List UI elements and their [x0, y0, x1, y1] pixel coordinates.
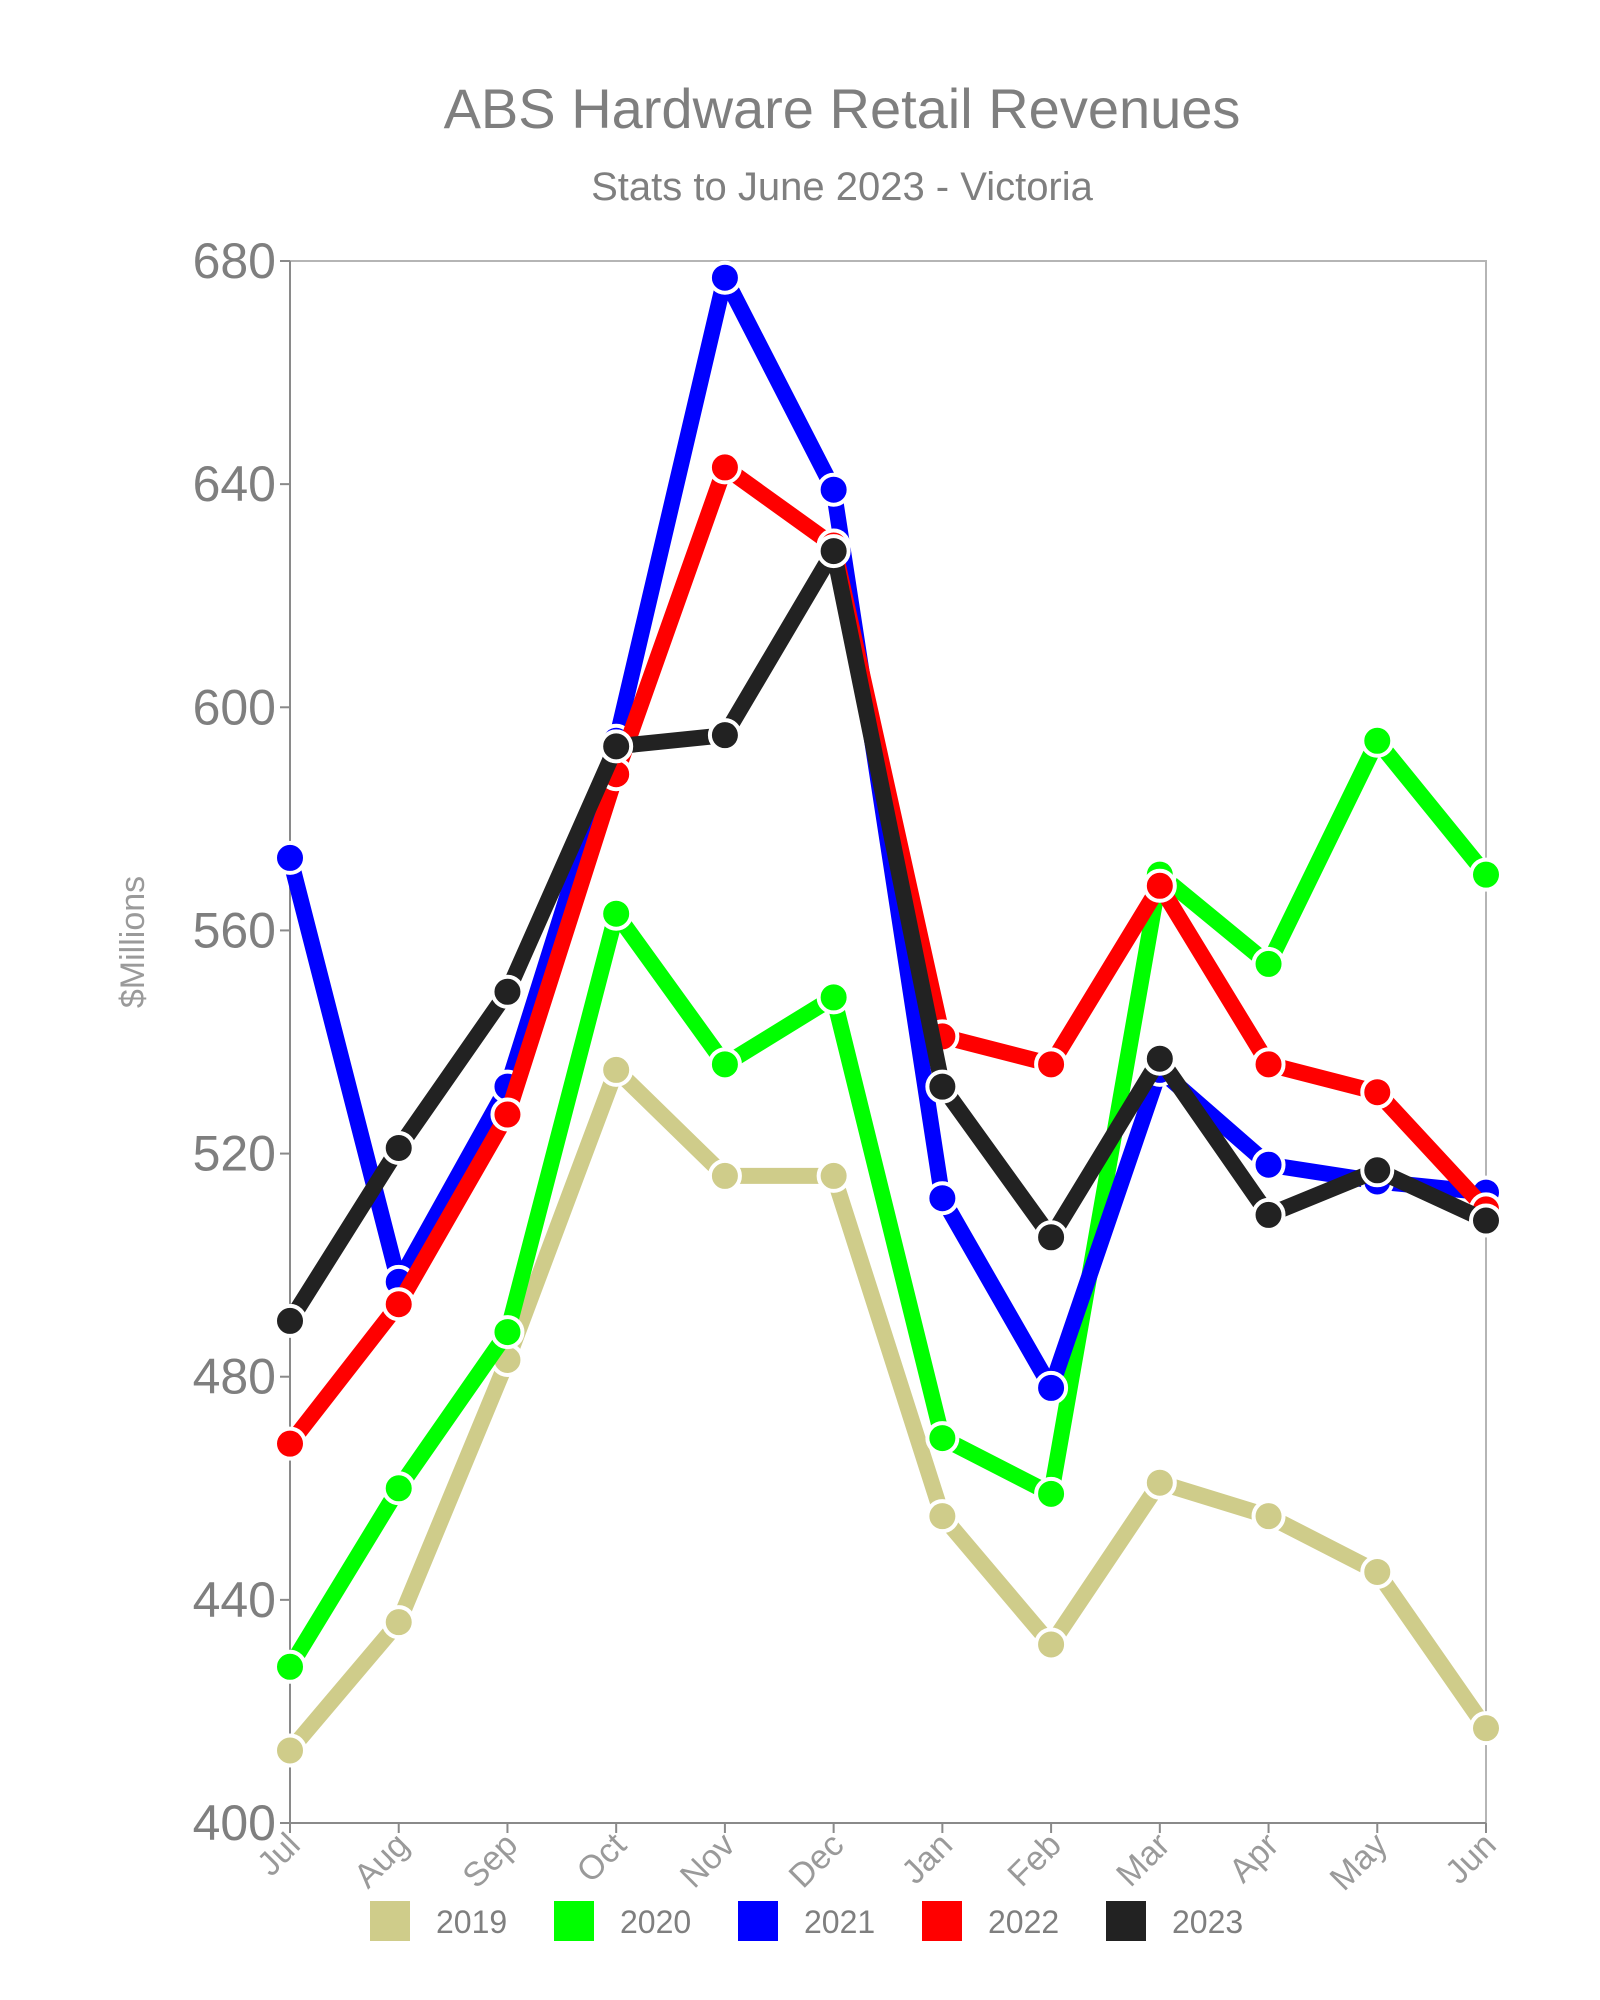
data-point-2019-May [1360, 1554, 1395, 1589]
data-point-2019-Dec [816, 1158, 851, 1193]
x-tick-label: Dec [782, 1826, 852, 1896]
x-tick-label: Oct [570, 1825, 635, 1890]
data-point-2019-Mar [1142, 1465, 1177, 1500]
data-point-2023-Oct [599, 729, 634, 764]
series-line-2023 [282, 543, 1494, 1329]
series-2023 [273, 534, 1503, 1338]
data-point-2019-Aug [381, 1605, 416, 1640]
data-point-2021-Jan [925, 1181, 960, 1216]
data-point-2022-Mar [1142, 868, 1177, 903]
data-point-2023-Apr [1251, 1197, 1286, 1232]
y-tick-label: 680 [193, 233, 276, 289]
y-tick-label: 560 [193, 902, 276, 958]
legend: 2019 2020 2021 2022 2023 [370, 1901, 1243, 1941]
x-tick-label: Aug [347, 1826, 417, 1896]
data-point-2019-Nov [707, 1158, 742, 1193]
series-line-2019 [282, 1061, 1494, 1759]
data-point-2023-Jul [273, 1303, 307, 1338]
data-point-2021-Feb [1034, 1370, 1069, 1405]
legend-swatch [922, 1901, 962, 1941]
data-point-2023-May [1360, 1153, 1395, 1188]
data-point-2020-Sep [490, 1315, 525, 1350]
data-point-2020-May [1360, 723, 1395, 758]
x-tick-label: Sep [455, 1826, 525, 1896]
data-point-2022-Feb [1034, 1047, 1069, 1082]
data-point-2019-Feb [1034, 1627, 1069, 1662]
legend-label: 2023 [1172, 1904, 1243, 1940]
y-axis-label: $Millions [114, 876, 152, 1008]
data-point-2019-Jan [925, 1499, 960, 1534]
legend-label: 2020 [620, 1904, 691, 1940]
data-point-2020-Jul [273, 1649, 307, 1684]
y-axis: 400 440 480 520 560 600 640 680 [193, 233, 291, 1851]
data-point-2022-Jul [273, 1426, 307, 1461]
data-point-2023-Feb [1034, 1220, 1069, 1255]
data-point-2020-Nov [707, 1047, 742, 1082]
legend-label: 2022 [988, 1904, 1059, 1940]
data-point-2021-Jul [273, 840, 307, 875]
data-point-2023-Aug [381, 1130, 416, 1165]
data-point-2020-Jun [1469, 857, 1503, 892]
legend-label: 2019 [436, 1904, 507, 1940]
legend-item-2020: 2020 [554, 1901, 691, 1941]
data-point-2021-Apr [1251, 1147, 1286, 1182]
series-2022 [273, 450, 1503, 1461]
data-point-2021-Nov [707, 260, 742, 295]
data-point-2023-Nov [707, 718, 742, 753]
x-tick-label: Jan [894, 1826, 960, 1892]
data-point-2023-Jan [925, 1069, 960, 1104]
legend-swatch [370, 1901, 410, 1941]
x-tick-label: Apr [1222, 1826, 1286, 1890]
data-point-2020-Feb [1034, 1476, 1069, 1511]
data-point-2021-Dec [816, 472, 851, 507]
y-tick-label: 520 [193, 1126, 276, 1182]
data-point-2020-Dec [816, 980, 851, 1015]
data-point-2019-Apr [1251, 1499, 1286, 1534]
x-tick-label: Jun [1438, 1826, 1504, 1892]
x-tick-label: Feb [1000, 1826, 1068, 1894]
data-point-2023-Sep [490, 974, 525, 1009]
data-point-2020-Oct [599, 896, 634, 931]
data-point-2023-Jun [1469, 1203, 1503, 1238]
y-tick-label: 400 [193, 1795, 276, 1851]
data-point-2019-Oct [599, 1052, 634, 1087]
x-tick-label: Mar [1109, 1826, 1177, 1894]
data-point-2020-Apr [1251, 946, 1286, 981]
legend-label: 2021 [804, 1904, 875, 1940]
legend-item-2023: 2023 [1106, 1901, 1243, 1941]
data-point-2020-Jan [925, 1421, 960, 1456]
x-tick-label: Nov [673, 1826, 743, 1896]
chart-title: ABS Hardware Retail Revenues [444, 77, 1241, 140]
data-point-2023-Dec [816, 534, 851, 569]
data-point-2020-Aug [381, 1471, 416, 1506]
legend-swatch [1106, 1901, 1146, 1941]
series-2020 [273, 723, 1503, 1684]
x-axis: Jul Aug Sep Oct Nov Dec Jan Feb Mar Apr May Jun [250, 1822, 1504, 1898]
y-tick-label: 640 [193, 456, 276, 512]
data-point-2023-Mar [1142, 1041, 1177, 1076]
legend-item-2019: 2019 [370, 1901, 507, 1941]
data-point-2019-Jul [273, 1733, 307, 1768]
data-point-2022-Sep [490, 1097, 525, 1132]
data-point-2022-Aug [381, 1287, 416, 1322]
data-point-2019-Jun [1469, 1711, 1503, 1746]
y-tick-label: 440 [193, 1572, 276, 1628]
legend-item-2022: 2022 [922, 1901, 1059, 1941]
data-point-2022-Apr [1251, 1047, 1286, 1082]
legend-swatch [738, 1901, 778, 1941]
x-tick-label: May [1323, 1826, 1395, 1898]
series-layer [273, 260, 1503, 1768]
series-line-2022 [282, 459, 1494, 1452]
data-point-2022-Nov [707, 450, 742, 485]
legend-swatch [554, 1901, 594, 1941]
series-line-2020 [282, 732, 1494, 1675]
data-point-2022-May [1360, 1075, 1395, 1110]
y-tick-label: 600 [193, 679, 276, 735]
y-tick-label: 480 [193, 1349, 276, 1405]
legend-item-2021: 2021 [738, 1901, 875, 1941]
chart-subtitle: Stats to June 2023 - Victoria [591, 165, 1094, 209]
